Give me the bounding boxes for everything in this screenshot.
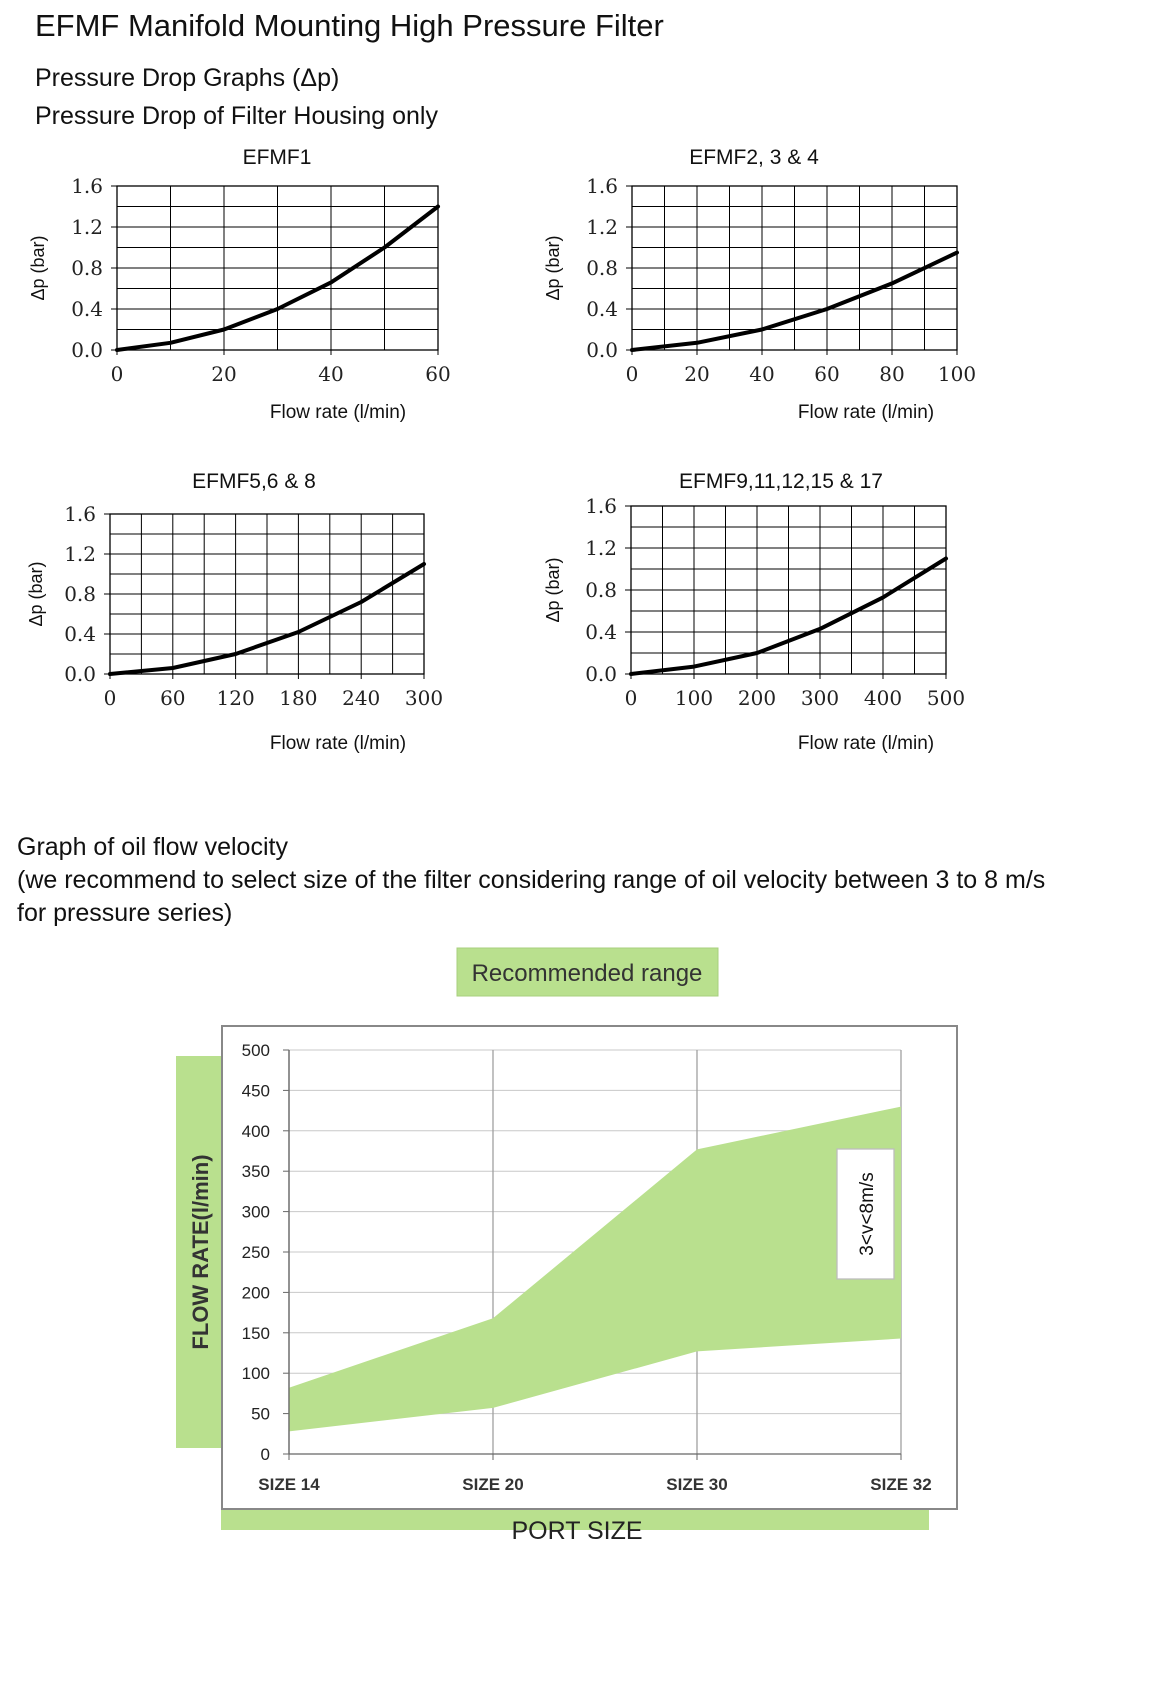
y-tick-label: 0.4 [585, 620, 617, 644]
y-axis-label: Δp (bar) [543, 235, 563, 300]
y-tick-label: 450 [242, 1081, 270, 1100]
x-tick-label: 180 [279, 686, 317, 710]
y-tick-label: 0.4 [71, 297, 103, 321]
x-tick-label: 120 [217, 686, 255, 710]
x-tick-label: 300 [801, 686, 839, 710]
pressure-drop-charts: 0.0 0.4 0.8 1.2 1.6 0 20 40 60 EFMF1 Flow rate (l/… [26, 146, 976, 754]
y-tick-label: 1.2 [64, 542, 96, 566]
y-tick-label: 0.4 [586, 297, 618, 321]
y-tick-label: 1.6 [586, 174, 618, 198]
chart-title: EFMF1 [243, 146, 312, 169]
x-tick-label: 60 [425, 362, 450, 386]
x-tick-label: 40 [318, 362, 343, 386]
pressure-chart-1: 0.0 0.4 0.8 1.2 1.6 0 20 40 60 EFMF1 Flow rate (l/… [28, 146, 451, 423]
x-axis-label: Flow rate (l/min) [798, 402, 934, 423]
chart-title: EFMF2, 3 & 4 [689, 146, 819, 169]
y-tick-label: 200 [242, 1283, 270, 1302]
pressure-chart-4: 0.0 0.4 0.8 1.2 1.6 0 100 200 300 400 500 EFMF9,11,… [543, 470, 965, 754]
pressure-curve [630, 250, 959, 352]
y-tick-label: 400 [242, 1122, 270, 1141]
y-tick-label: 0.8 [585, 578, 617, 602]
y-tick-label: 0.0 [71, 338, 103, 362]
y-tick-label: 1.6 [585, 494, 617, 518]
x-axis-label: Flow rate (l/min) [270, 402, 406, 423]
x-tick-label: SIZE 20 [462, 1475, 523, 1494]
y-tick-label: 1.2 [586, 215, 618, 239]
x-tick-label: 0 [625, 686, 638, 710]
x-tick-label: 60 [814, 362, 839, 386]
y-tick-label: 250 [242, 1243, 270, 1262]
x-tick-label: SIZE 30 [666, 1475, 727, 1494]
x-tick-label: 100 [938, 362, 976, 386]
y-tick-label: 0.8 [64, 582, 96, 606]
x-tick-label: 20 [684, 362, 709, 386]
y-tick-label: 150 [242, 1324, 270, 1343]
x-tick-label: 0 [111, 362, 124, 386]
legend-label: Recommended range [472, 960, 703, 987]
band-annotation-box [836, 1148, 895, 1280]
y-tick-label: 1.2 [585, 536, 617, 560]
x-tick-label: 300 [405, 686, 443, 710]
y-tick-label: 1.6 [64, 502, 96, 526]
y-tick-label: 0.0 [586, 338, 618, 362]
x-axis-label: Flow rate (l/min) [798, 733, 934, 754]
y-tick-label: 350 [242, 1162, 270, 1181]
pressure-chart-3: 0.0 0.4 0.8 1.2 1.6 0 60 120 180 240 300 EFMF5,6 & … [26, 470, 443, 754]
y-tick-label: 100 [242, 1364, 270, 1383]
x-axis-label: Flow rate (l/min) [270, 733, 406, 754]
velocity-note-line2: for pressure series) [17, 899, 233, 927]
band-annotation-label: 3<v<8m/s [857, 1172, 878, 1255]
y-axis-label: Δp (bar) [26, 561, 46, 626]
pressure-chart-2: 0.0 0.4 0.8 1.2 1.6 0 20 40 60 80 100 EFMF2, 3 & 4 F… [543, 146, 976, 423]
y-tick-label: 0.8 [586, 256, 618, 280]
y-axis-title-band [176, 1056, 222, 1448]
y-tick-label: 300 [242, 1203, 270, 1222]
y-tick-label: 1.6 [71, 174, 103, 198]
x-tick-label: 200 [738, 686, 776, 710]
section-subtitle: Pressure Drop Graphs (Δp) [35, 64, 340, 92]
y-tick-label: 0.4 [64, 622, 96, 646]
x-axis-title: PORT SIZE [511, 1517, 642, 1545]
y-axis-title: FLOW RATE(l/min) [188, 1154, 213, 1349]
x-tick-label: 100 [675, 686, 713, 710]
y-tick-label: 0.0 [64, 662, 96, 686]
y-axis-label: Δp (bar) [28, 235, 48, 300]
x-tick-label: 0 [104, 686, 117, 710]
velocity-note-line1: (we recommend to select size of the filt… [17, 866, 1046, 894]
x-tick-label: 500 [927, 686, 965, 710]
y-tick-label: 500 [242, 1041, 270, 1060]
x-tick-label: 20 [211, 362, 236, 386]
section-subtitle-2: Pressure Drop of Filter Housing only [35, 102, 438, 130]
pressure-curve [115, 204, 440, 352]
page-title: EFMF Manifold Mounting High Pressure Fil… [35, 8, 664, 43]
pressure-curve [629, 556, 948, 676]
x-tick-label: 80 [879, 362, 904, 386]
x-tick-label: 0 [626, 362, 639, 386]
recommended-range-area [289, 1106, 901, 1432]
x-tick-label: 60 [160, 686, 185, 710]
x-tick-label: 400 [864, 686, 902, 710]
y-tick-label: 1.2 [71, 215, 103, 239]
chart-title: EFMF5,6 & 8 [192, 470, 316, 493]
y-tick-label: 0.8 [71, 256, 103, 280]
x-tick-label: 240 [342, 686, 380, 710]
velocity-chart: Recommended range 0 50 100 150 200 250 300 350 40… [176, 947, 958, 1545]
legend-box [456, 947, 719, 997]
y-axis-label: Δp (bar) [543, 557, 563, 622]
pressure-curve [108, 562, 426, 676]
y-tick-label: 0 [261, 1445, 270, 1464]
y-tick-label: 50 [251, 1405, 270, 1424]
velocity-section-title: Graph of oil flow velocity [17, 833, 288, 861]
y-tick-label: 0.0 [585, 662, 617, 686]
x-tick-label: SIZE 14 [258, 1475, 320, 1494]
x-tick-label: 40 [749, 362, 774, 386]
chart-title: EFMF9,11,12,15 & 17 [679, 470, 883, 493]
x-tick-label: SIZE 32 [870, 1475, 931, 1494]
